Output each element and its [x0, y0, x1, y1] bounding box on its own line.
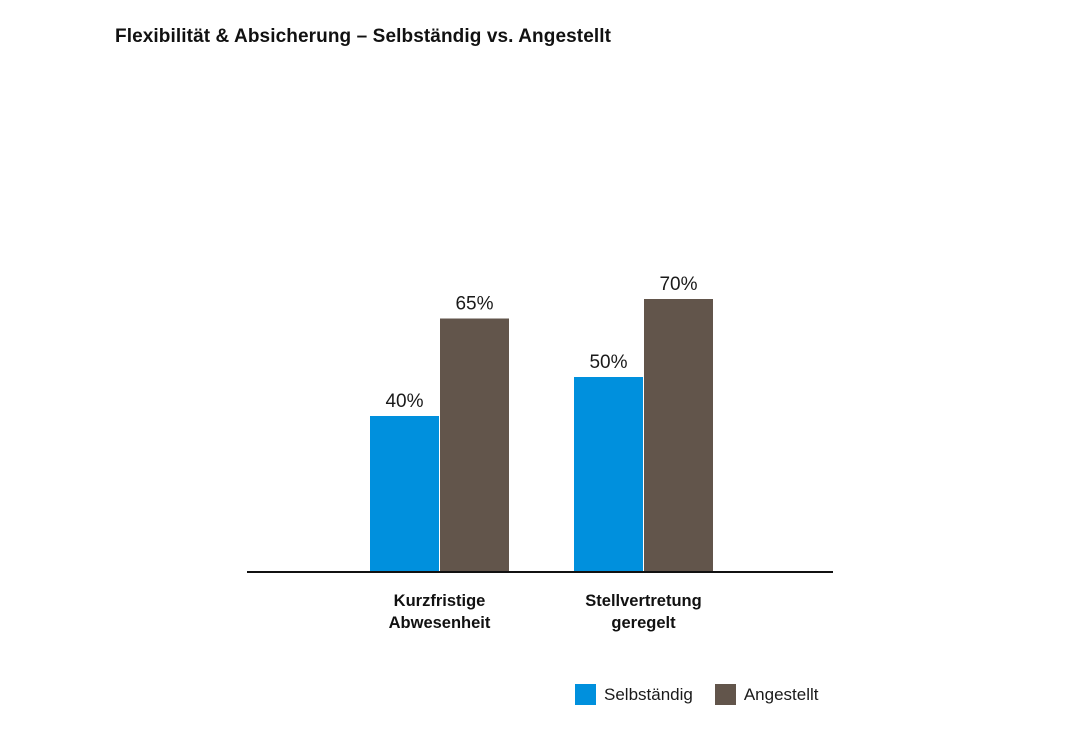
data-label-angestellt-2: 70%	[659, 274, 697, 295]
legend-swatch-selbstaendig	[575, 684, 596, 705]
data-label-selbstaendig-2: 50%	[589, 352, 627, 373]
category-label-1-line-1: Kurzfristige	[394, 592, 486, 610]
legend-label-angestellt: Angestellt	[743, 684, 819, 704]
category-label-2-line-1: Stellvertretung	[585, 592, 701, 610]
legend-item-angestellt: Angestellt	[714, 684, 819, 705]
category-label-1-line-2: Abwesenheit	[389, 614, 491, 632]
bar-angestellt-2	[644, 299, 713, 572]
data-label-selbstaendig-1: 40%	[385, 391, 423, 412]
data-label-angestellt-1: 65%	[455, 294, 493, 315]
legend-swatch-angestellt	[714, 684, 736, 705]
bar-angestellt-1	[440, 318, 509, 572]
chart-title: Flexibilität & Absicherung – Selbständig…	[115, 26, 612, 47]
legend-item-selbstaendig: Selbständig	[575, 684, 693, 705]
category-label-2-line-2: geregelt	[611, 614, 676, 632]
bar-selbstaendig-1	[370, 416, 439, 572]
bar-selbstaendig-2	[574, 377, 643, 572]
legend: Selbständig Angestellt	[575, 684, 841, 705]
legend-label-selbstaendig: Selbständig	[604, 684, 693, 704]
